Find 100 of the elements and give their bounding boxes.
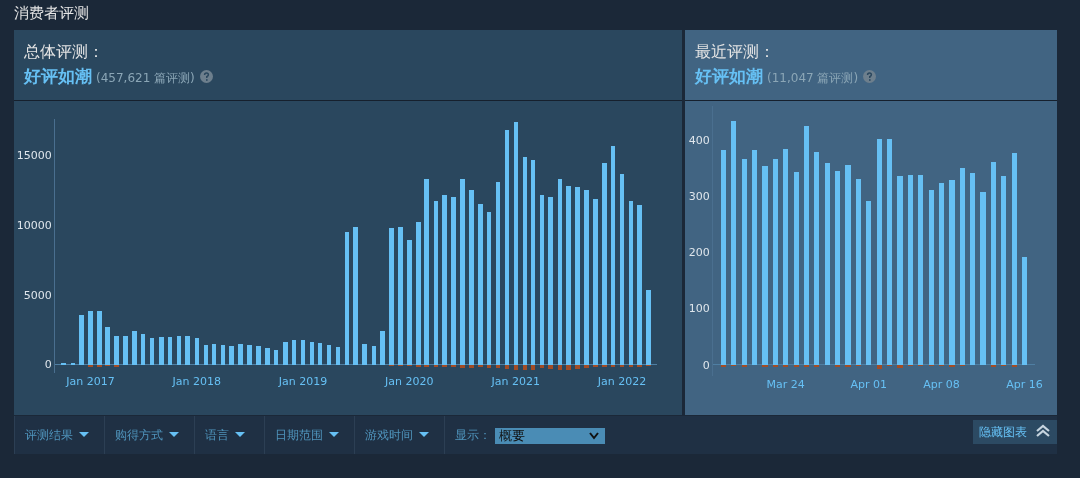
bar [220, 345, 226, 365]
bar [575, 187, 580, 365]
bar [460, 364, 465, 369]
bar [1022, 257, 1028, 365]
bar [938, 182, 945, 365]
bar [469, 364, 474, 369]
bar [194, 338, 200, 365]
bar [451, 197, 456, 365]
x-tick-label: Jan 2020 [384, 375, 434, 388]
bar [783, 149, 789, 365]
bar [566, 185, 571, 365]
bar [159, 337, 164, 365]
bar [855, 179, 862, 365]
y-tick-label: 5000 [23, 288, 52, 302]
bar [513, 364, 519, 370]
text: (457,621 篇评测) [96, 71, 195, 85]
text: 消费者评测 [14, 4, 89, 23]
bar [424, 179, 429, 365]
y-tick-label: 0 [702, 358, 710, 372]
bar [636, 204, 642, 365]
y-tick-label: 100 [688, 302, 710, 316]
bar [731, 121, 737, 365]
y-tick-label: 400 [688, 133, 710, 147]
bar [1001, 175, 1007, 365]
x-tick-label: Mar 24 [766, 378, 805, 391]
chart-title: 最近评测： [695, 42, 776, 63]
bar [335, 347, 341, 365]
bar [793, 172, 799, 365]
bar [876, 139, 882, 365]
x-tick-label: Jan 2017 [65, 375, 115, 388]
bar [814, 152, 820, 365]
bar [229, 345, 234, 365]
bar [741, 158, 747, 365]
bar [389, 228, 394, 365]
bar [273, 349, 279, 365]
y-tick-label: 15000 [16, 149, 52, 163]
bar [990, 161, 997, 365]
bar [949, 364, 955, 367]
bar [835, 171, 841, 365]
bar [548, 364, 553, 369]
x-tick-label: Apr 16 [1006, 378, 1043, 391]
chart-subtitle: 好评如潮 [24, 66, 92, 86]
bar [88, 364, 93, 367]
bar [602, 163, 607, 365]
bar [317, 343, 323, 365]
bar [949, 179, 955, 365]
bar [824, 163, 830, 365]
bar [980, 192, 986, 365]
text: (11,047 篇评测) [767, 71, 859, 85]
bar [584, 190, 589, 365]
bar [636, 364, 642, 367]
y-tick-label: 300 [688, 189, 710, 203]
bar [1011, 152, 1017, 365]
bar [970, 172, 976, 365]
bar [256, 345, 261, 365]
bar [132, 331, 137, 365]
x-tick-label: Jan 2019 [277, 375, 328, 388]
text: 显示： [455, 428, 491, 442]
bar [907, 175, 913, 365]
x-tick-label: Jan 2021 [490, 375, 541, 388]
bar [114, 336, 119, 365]
bar [772, 159, 778, 365]
bar [720, 149, 726, 365]
bar [326, 345, 332, 365]
bar [460, 179, 465, 365]
text: 隐藏图表 [973, 420, 1057, 444]
bar [918, 175, 924, 365]
bar [886, 139, 893, 365]
x-tick-label: Jan 2022 [596, 375, 647, 388]
bar [646, 290, 651, 365]
bar [149, 338, 155, 365]
bar [407, 240, 412, 365]
bar [762, 165, 768, 365]
bar [247, 344, 252, 365]
bar [309, 342, 315, 365]
x-tick-label: Apr 01 [850, 378, 888, 391]
bar [416, 364, 421, 367]
bar [548, 197, 553, 365]
bar [442, 195, 447, 365]
bar [876, 364, 882, 369]
text: 语言 [194, 416, 255, 454]
bar [469, 190, 474, 365]
bar [803, 126, 810, 365]
bar [897, 364, 903, 369]
text: 游戏时间 [354, 416, 439, 454]
bar [353, 226, 358, 365]
text: 概要 [494, 428, 605, 444]
bar [123, 336, 128, 365]
bar [97, 364, 102, 367]
bar [265, 348, 270, 365]
bar [762, 364, 768, 367]
bar [845, 364, 851, 367]
bar [593, 198, 598, 365]
bar [211, 344, 217, 365]
bar [751, 150, 758, 365]
chart-subtitle: 好评如潮 [695, 66, 763, 86]
x-tick-label: Apr 08 [923, 378, 960, 391]
chart-title: 总体评测： [24, 42, 105, 63]
bar [185, 335, 190, 365]
bar [397, 226, 403, 365]
